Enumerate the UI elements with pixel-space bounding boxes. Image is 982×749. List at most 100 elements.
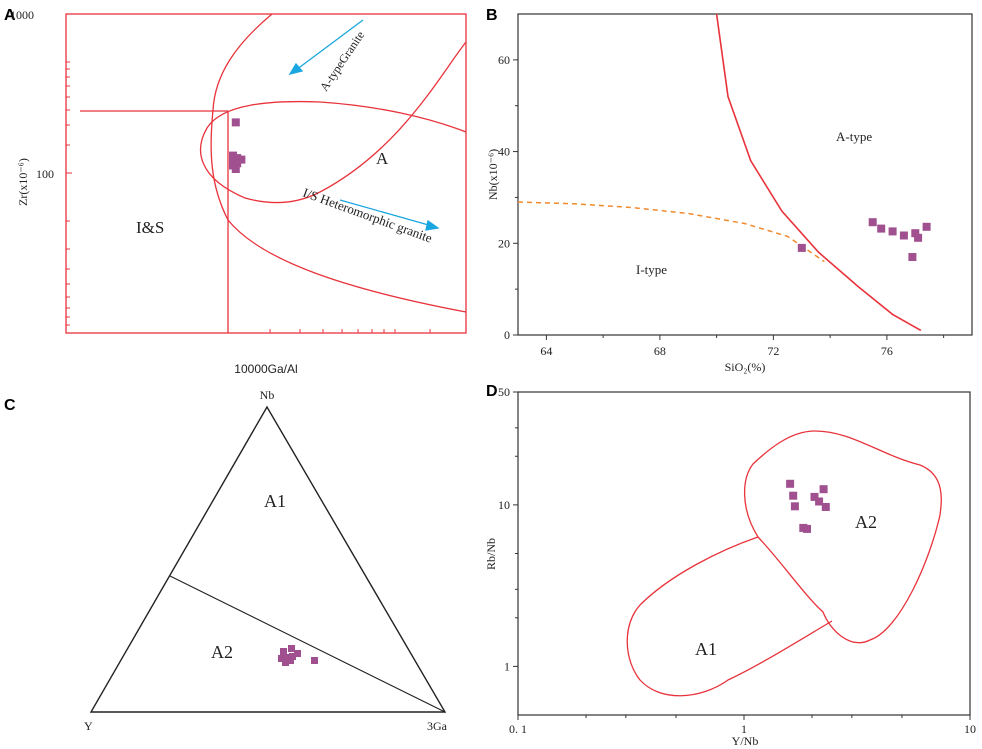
panel-a-label-i-s: I&S — [136, 218, 164, 237]
panel-b-frame — [517, 13, 973, 336]
panel-d-xtick-label: 0. 1 — [509, 722, 527, 736]
panel-d-letter: D — [486, 383, 498, 400]
panel-d-xtick-label: 1 — [741, 722, 747, 736]
panel-b-point — [908, 253, 917, 261]
panel-b-i-type-boundary — [517, 201, 825, 263]
panel-b-point — [888, 227, 897, 236]
panel-c-point — [280, 648, 287, 655]
panel-b-ticks: 64 68 72 76 0 20 40 60 — [498, 53, 945, 358]
panel-b-label-a-type: A-type — [836, 129, 872, 144]
panel-b-points — [797, 218, 931, 261]
panel-a-label-a: A — [376, 149, 389, 168]
panel-d-point — [803, 524, 811, 533]
panel-a: A — [4, 7, 467, 376]
panel-a-arrows — [288, 19, 440, 231]
panel-b-ytick-label: 0 — [504, 328, 510, 342]
panel-b-point — [868, 218, 877, 227]
panel-d-point — [821, 503, 830, 511]
panel-a-letter: A — [4, 7, 16, 24]
arrow-down-right-icon — [339, 199, 433, 227]
panel-a-a-type-field — [200, 41, 467, 204]
panel-a-points — [229, 118, 246, 173]
panel-b-point — [911, 229, 920, 238]
panel-a-point — [237, 155, 246, 164]
panel-b-ylabel: Nb(x10⁻⁶) — [486, 149, 500, 200]
panel-a-outer-boundary — [210, 13, 467, 313]
panel-a-ylabel: Zr(x10⁻⁶) — [16, 158, 30, 206]
panel-d-point — [786, 479, 795, 488]
panel-a-label-a-type-granite: A-typeGranite — [317, 28, 367, 93]
panel-d-ytick-label: 50 — [498, 385, 510, 399]
panel-d-a1-field — [626, 536, 833, 697]
panel-d-ylabel: Rb/Nb — [484, 538, 498, 570]
panel-a-xlabel: 10000Ga/Al — [234, 362, 297, 376]
panel-a-frame — [65, 13, 467, 334]
panel-d-point — [790, 502, 799, 511]
panel-b-ytick-label: 60 — [498, 53, 510, 67]
panel-b-xtick-label: 76 — [881, 344, 893, 358]
panel-b-xtick-label: 64 — [540, 344, 552, 358]
panel-c-vertex-nb: Nb — [260, 388, 275, 402]
panel-b: B 64 68 72 76 0 20 40 60 Nb(x10⁻⁶) SiO₂(%) A-ty… — [486, 7, 973, 374]
panel-d-points — [786, 479, 830, 533]
panel-c-triangle — [89, 405, 447, 713]
panel-c-points — [278, 645, 318, 666]
panel-b-point — [922, 222, 931, 231]
panel-b-point — [797, 243, 806, 252]
panel-d-point — [819, 485, 828, 494]
panel-d-frame — [517, 391, 971, 716]
panel-d-point — [789, 491, 798, 500]
panel-c-point — [289, 653, 296, 660]
panel-d-a2-field — [743, 430, 942, 644]
panel-d-ytick-label: 10 — [498, 498, 510, 512]
panel-d-point — [815, 497, 824, 506]
panel-a-ytick-100: 100 — [36, 167, 54, 181]
panel-a-point — [233, 159, 242, 168]
panel-c-letter: C — [4, 397, 16, 414]
panel-b-label-i-type: I-type — [636, 262, 667, 277]
panel-b-letter: B — [486, 7, 498, 24]
panel-a-ticks — [66, 61, 431, 333]
panel-c-point — [288, 645, 295, 652]
panel-d-ytick-label: 1 — [504, 659, 510, 673]
panel-d-label-a1: A1 — [695, 639, 717, 659]
panel-a-label-heteromorphic: I/S Heteromorphic granite — [301, 185, 435, 246]
panel-c-point — [282, 659, 289, 666]
panel-c-label-a1: A1 — [264, 491, 286, 511]
panel-d-label-a2: A2 — [855, 512, 877, 532]
panel-a-point — [231, 118, 240, 127]
panel-b-xtick-label: 72 — [767, 344, 779, 358]
panel-b-a-type-boundary — [715, 13, 922, 332]
panel-b-point — [899, 231, 908, 240]
panel-d-point — [810, 492, 819, 501]
panel-d: D 0. 1 1 10 50 10 1 Rb/Nb Y/Nb A2 A1 — [484, 383, 976, 748]
panel-a-point — [229, 151, 237, 160]
panel-b-ytick-label: 20 — [498, 236, 510, 250]
panel-c-point — [278, 655, 285, 662]
panel-c-point — [311, 657, 318, 664]
panel-c-point — [287, 657, 294, 664]
panel-a-field-boundaries — [80, 13, 467, 333]
panel-b-xlabel: SiO₂(%) — [725, 360, 766, 374]
panel-d-field-boundaries — [626, 430, 942, 697]
panel-d-xlabel: Y/Nb — [732, 734, 759, 748]
panel-b-ytick-label: 40 — [498, 145, 510, 159]
panel-c-point — [283, 654, 290, 661]
panel-a-point — [231, 165, 240, 173]
panel-c-label-a2: A2 — [211, 642, 233, 662]
panel-c-vertex-3ga: 3Ga — [427, 719, 448, 733]
panel-a-point — [229, 156, 237, 165]
panel-c-divider — [169, 575, 446, 713]
panel-a-ytick-1000: 1000 — [10, 8, 34, 22]
panel-d-ticks: 0. 1 1 10 50 10 1 — [498, 385, 976, 736]
panel-b-point — [914, 233, 923, 242]
arrow-up-left-icon — [295, 19, 364, 71]
panel-c: C Nb Y 3Ga A1 A2 — [4, 388, 448, 733]
panel-b-point — [877, 224, 886, 233]
panel-c-point — [294, 650, 301, 657]
panel-d-xtick-label: 10 — [964, 722, 976, 736]
panel-b-xtick-label: 68 — [654, 344, 666, 358]
panel-c-vertex-y: Y — [84, 719, 93, 733]
panel-a-point — [233, 154, 242, 163]
